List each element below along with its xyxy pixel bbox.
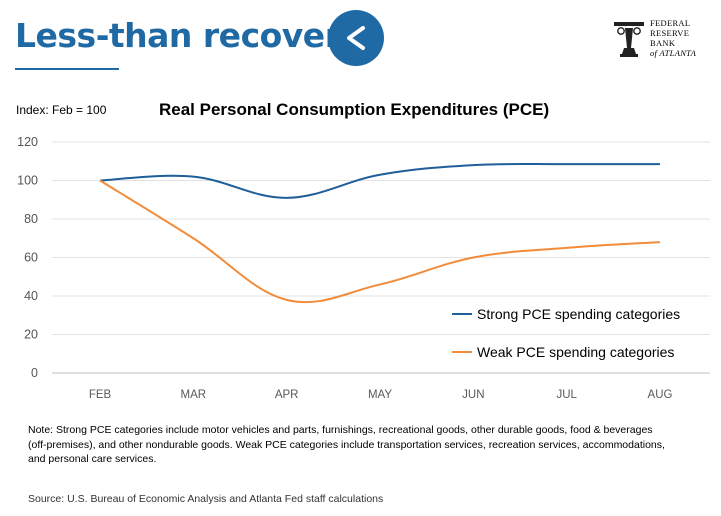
back-button[interactable] — [328, 10, 384, 66]
federal-reserve-logo: FEDERAL RESERVE BANK of ATLANTA — [612, 18, 712, 60]
chart-title: Real Personal Consumption Expenditures (… — [159, 100, 550, 119]
logo-line: of ATLANTA — [650, 48, 697, 58]
y-tick-label: 40 — [24, 289, 38, 303]
pce-line-chart: 0 20 40 60 80 100 120 FEB MAR APR MAY JUN JUL AUG Stro… — [17, 135, 710, 401]
chevron-left-icon — [347, 26, 365, 50]
y-tick-label: 80 — [24, 212, 38, 226]
y-tick-label: 100 — [17, 174, 38, 188]
title-underline — [15, 68, 119, 70]
slide-title: Less-than recovery — [15, 16, 362, 55]
y-tick-label: 60 — [24, 251, 38, 265]
legend-label: Strong PCE spending categories — [477, 306, 680, 322]
legend-label: Weak PCE spending categories — [477, 344, 674, 360]
x-tick-label: JUL — [556, 389, 577, 401]
y-tick-label: 20 — [24, 328, 38, 342]
x-tick-label: APR — [275, 389, 299, 401]
chart-note: Note: Strong PCE categories include moto… — [28, 424, 665, 465]
eagle-emblem-icon — [614, 22, 644, 57]
logo-line: BANK — [650, 38, 676, 48]
index-label: Index: Feb = 100 — [16, 103, 107, 117]
x-tick-label: MAY — [368, 389, 392, 401]
chart-source: Source: U.S. Bureau of Economic Analysis… — [28, 493, 384, 505]
series-line — [99, 162, 661, 199]
logo-line: RESERVE — [650, 28, 690, 38]
y-tick-label: 0 — [31, 366, 38, 380]
x-tick-label: FEB — [89, 389, 112, 401]
x-tick-label: MAR — [181, 389, 207, 401]
series-line — [99, 179, 661, 304]
logo-line: FEDERAL — [650, 18, 691, 28]
x-tick-label: AUG — [648, 389, 673, 401]
y-tick-label: 120 — [17, 135, 38, 149]
x-tick-label: JUN — [462, 389, 484, 401]
